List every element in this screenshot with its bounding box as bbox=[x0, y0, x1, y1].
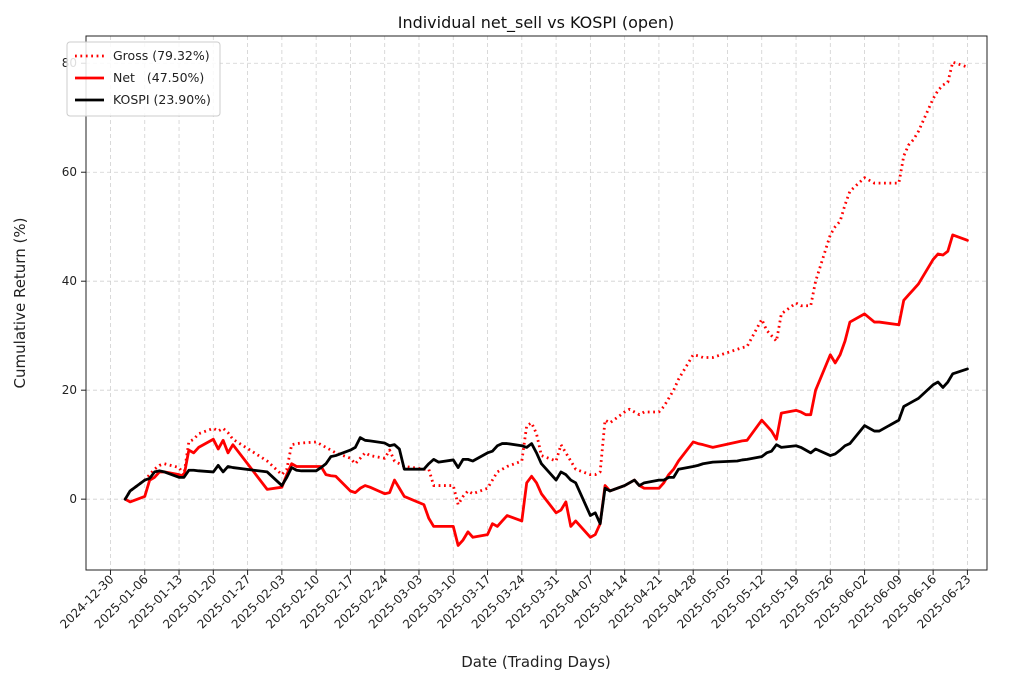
legend-box bbox=[66, 41, 221, 117]
legend-label-kospi: KOSPI (23.90%) bbox=[113, 92, 211, 107]
series-layer bbox=[123, 60, 969, 547]
grid bbox=[86, 36, 987, 570]
series-line-kospi bbox=[123, 367, 969, 526]
legend: Gross (79.32%) Net (47.50%) KOSPI (23.90… bbox=[66, 41, 221, 117]
chart-title: Individual net_sell vs KOSPI (open) bbox=[398, 13, 675, 33]
legend-label-net: Net (47.50%) bbox=[113, 70, 204, 85]
y-axis-label: Cumulative Return (%) bbox=[11, 218, 29, 389]
legend-label-gross: Gross (79.32%) bbox=[113, 48, 210, 63]
y-tick-label: 40 bbox=[62, 274, 77, 288]
y-tick-label: 60 bbox=[62, 165, 77, 179]
x-axis-label: Date (Trading Days) bbox=[461, 653, 611, 671]
y-tick-label: 0 bbox=[69, 492, 77, 506]
plot-frame bbox=[85, 35, 988, 571]
y-tick-label: 20 bbox=[62, 383, 77, 397]
